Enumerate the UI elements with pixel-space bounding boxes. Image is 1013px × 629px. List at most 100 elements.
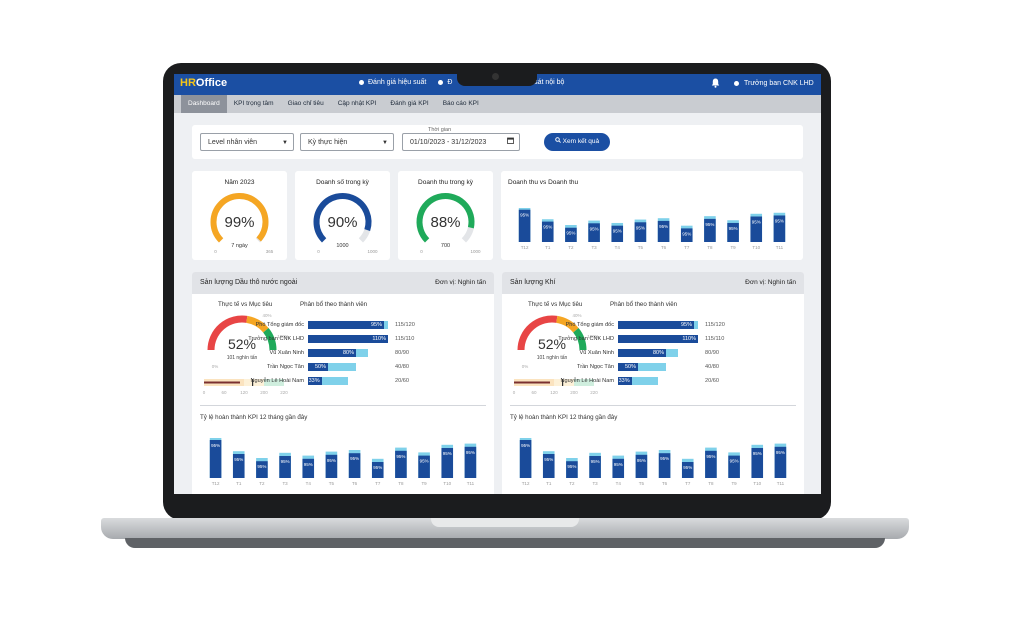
x-tick-label: T11 bbox=[776, 245, 784, 250]
member-row: Trần Ngọc Tân 50% 40/80 bbox=[267, 362, 486, 372]
gauge-segment bbox=[263, 328, 277, 351]
bullet-tick: 60 bbox=[531, 390, 537, 395]
tab-kpi-trong-tam[interactable]: KPI trọng tâm bbox=[233, 100, 274, 107]
kpi-card-title: Doanh thu trong kỳ bbox=[418, 179, 473, 186]
bar-actual bbox=[209, 440, 222, 478]
bar-data-label: 95% bbox=[304, 462, 313, 467]
x-tick-label: T3 bbox=[282, 481, 288, 486]
bar-data-label: 95% bbox=[257, 464, 266, 469]
gauge-max: 1000 bbox=[367, 249, 378, 254]
bar-data-label: 95% bbox=[683, 465, 692, 470]
panel-unit: Đơn vị: Nghìn tấn bbox=[435, 279, 486, 286]
gauge-segment bbox=[556, 315, 579, 333]
topnav-item-survey[interactable]: hảo sát nội bộ bbox=[520, 79, 565, 86]
member-value: 80/90 bbox=[395, 350, 409, 356]
view-results-button[interactable]: Xem kết quả bbox=[544, 133, 610, 151]
member-name: Trần Ngọc Tân bbox=[577, 364, 614, 370]
bar-data-label: 95% bbox=[590, 226, 599, 231]
x-tick-label: T2 bbox=[569, 481, 575, 486]
x-tick-label: T8 bbox=[708, 481, 714, 486]
tab-bao-cao-kpi[interactable]: Báo cáo KPI bbox=[442, 100, 479, 107]
bar-data-label: 95% bbox=[637, 458, 646, 463]
bar-data-label: 95% bbox=[281, 459, 290, 464]
gauge-title: Thực tế vs Mục tiêu bbox=[528, 301, 583, 308]
x-tick-label: T2 bbox=[568, 245, 574, 250]
member-name: Trưởng ban CNK LHD bbox=[248, 336, 304, 342]
bar-actual bbox=[518, 209, 531, 242]
tab-dashboard[interactable]: Dashboard bbox=[181, 95, 227, 113]
gauge-segment bbox=[517, 315, 558, 351]
bar-actual bbox=[371, 462, 384, 478]
topnav-item-2[interactable]: Đ bbox=[438, 79, 452, 86]
tab-danh-gia-kpi[interactable]: Đánh giá KPI bbox=[390, 100, 429, 107]
member-name: Phó Tổng giám đốc bbox=[565, 322, 614, 328]
bar-data-label: 95% bbox=[396, 454, 405, 459]
bar-data-label: 95% bbox=[776, 450, 785, 455]
bullet-band bbox=[264, 379, 284, 386]
kpi-bar-chart: 95% T12 95% T1 95% T2 95% T3 95% T4 95% T5 95% T6 95% T… bbox=[519, 438, 787, 486]
bar-data-label: 95% bbox=[443, 451, 452, 456]
x-tick-label: T1 bbox=[236, 481, 242, 486]
distribution-title: Phân bổ theo thành viên bbox=[610, 301, 678, 308]
member-target-bar: 95% bbox=[308, 321, 388, 329]
member-value: 40/80 bbox=[395, 364, 409, 370]
panel-title: Sản lượng Dầu thô nước ngoài bbox=[200, 279, 298, 286]
member-name: Nguyễn Lê Hoài Nam bbox=[250, 378, 304, 384]
member-name: Vũ Xuân Ninh bbox=[269, 350, 304, 356]
member-row: Phó Tổng giám đốc 95% 115/120 bbox=[256, 320, 486, 330]
member-row: Trần Ngọc Tân 50% 40/80 bbox=[577, 362, 796, 372]
bar-data-label: 95% bbox=[466, 450, 475, 455]
calendar-icon[interactable] bbox=[507, 134, 514, 152]
x-tick-label: T5 bbox=[639, 481, 645, 486]
gauge-tick: 100% bbox=[277, 334, 289, 339]
chart-title: Doanh thu vs Doanh thu bbox=[508, 179, 579, 186]
x-tick-label: T8 bbox=[707, 245, 713, 250]
date-range-label: Thời gian bbox=[426, 127, 454, 133]
target-gauge: 52% 101 nghìn tấn 0% 40% 100% 0 60 120 200 220 bbox=[513, 313, 599, 395]
app-logo[interactable]: HROffice bbox=[180, 77, 228, 89]
bar-actual bbox=[565, 227, 577, 242]
bar-data-label: 95% bbox=[520, 213, 529, 218]
x-tick-label: T11 bbox=[467, 481, 475, 486]
bar-actual bbox=[658, 453, 671, 478]
x-tick-label: T1 bbox=[546, 481, 552, 486]
date-range-input[interactable]: 01/10/2023 - 31/12/2023 bbox=[402, 133, 520, 151]
tab-giao-chi-tieu[interactable]: Giao chỉ tiêu bbox=[287, 100, 324, 107]
topnav-item-evaluation[interactable]: Đánh giá hiệu suất bbox=[359, 79, 426, 86]
divider bbox=[200, 405, 486, 406]
gauge-tick: 0% bbox=[522, 364, 529, 369]
bar-actual bbox=[566, 461, 578, 478]
bar-data-label: 95% bbox=[705, 222, 714, 227]
x-tick-label: T12 bbox=[521, 245, 529, 250]
kpi-card-revenue: Doanh thu trong kỳ 88% 700 0 1000 bbox=[398, 171, 493, 260]
tab-cap-nhat-kpi[interactable]: Cập nhật KPI bbox=[337, 100, 377, 107]
x-tick-label: T3 bbox=[592, 481, 598, 486]
bar-data-label: 95% bbox=[567, 464, 576, 469]
x-tick-label: T7 bbox=[685, 481, 691, 486]
bar-data-label: 95% bbox=[752, 220, 761, 225]
member-target-bar: 80% bbox=[618, 349, 678, 357]
member-target-bar: 33% bbox=[618, 377, 658, 385]
bullet-tick: 220 bbox=[280, 390, 288, 395]
member-target-bar: 80% bbox=[308, 349, 368, 357]
bar-actual bbox=[681, 462, 694, 478]
bullet-target bbox=[252, 379, 254, 386]
user-menu[interactable]: Trưởng ban CNK LHD bbox=[734, 80, 814, 87]
member-name: Phó Tổng giám đốc bbox=[255, 322, 304, 328]
bullet-value bbox=[204, 381, 240, 384]
member-target-bar: 110% bbox=[308, 335, 388, 343]
gauge-chart: 90% 1000 0 1000 bbox=[313, 193, 378, 254]
bell-icon[interactable] bbox=[711, 78, 720, 90]
gauge-max: 1000 bbox=[470, 249, 481, 254]
member-actual-bar: 110% bbox=[308, 335, 388, 343]
period-select[interactable]: Kỳ thực hiện ▼ bbox=[300, 133, 394, 151]
level-select[interactable]: Level nhân viên ▼ bbox=[200, 133, 294, 151]
bar-actual bbox=[279, 456, 291, 478]
panel-title: Sản lượng Khí bbox=[510, 279, 556, 286]
member-value: 115/120 bbox=[395, 322, 415, 328]
caret-down-icon: ▼ bbox=[282, 140, 288, 146]
member-value: 115/110 bbox=[705, 336, 725, 342]
gauge-tick: 0% bbox=[212, 364, 219, 369]
kpi-card-year: Năm 2023 99% 7 ngày 0 365 bbox=[192, 171, 287, 260]
bar-actual bbox=[774, 446, 787, 478]
